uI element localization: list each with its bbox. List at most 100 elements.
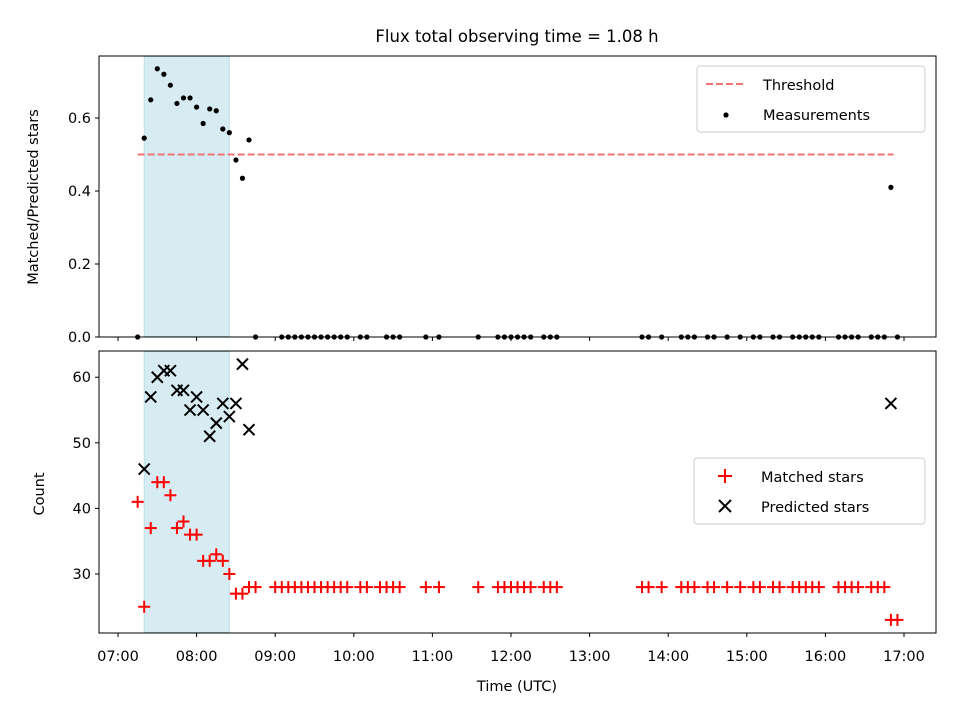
matched-star-point <box>812 581 825 594</box>
bottom-y-tick-label: 60 <box>73 370 91 386</box>
top-y-tick-label: 0.0 <box>68 330 91 346</box>
matched-star-point <box>891 613 904 626</box>
bottom-x-tick-label: 16:00 <box>805 649 847 665</box>
predicted-star-point <box>884 397 898 410</box>
measurement-point <box>180 95 187 101</box>
matched-star-point <box>688 581 701 594</box>
legend-threshold-label: Threshold <box>762 78 834 94</box>
matched-star-point <box>203 554 216 567</box>
legend-predicted-swatch <box>718 499 732 513</box>
top-x-ticks <box>117 337 905 341</box>
measurement-point <box>187 95 193 101</box>
matched-star-point <box>170 522 183 535</box>
measurement-point <box>200 120 206 127</box>
matched-star-point <box>157 476 170 489</box>
matched-star-point <box>144 522 157 535</box>
matched-star-point <box>655 581 668 594</box>
measurement-point <box>161 71 167 77</box>
predicted-star-point <box>216 397 230 410</box>
measurement-point <box>167 82 173 88</box>
top-y-tick-label: 0.2 <box>68 257 91 273</box>
measurement-point <box>194 104 200 110</box>
bottom-x-tick-label: 14:00 <box>647 649 689 665</box>
bottom-x-tick-label: 13:00 <box>569 649 611 665</box>
bottom-x-tick-label: 08:00 <box>176 649 218 665</box>
measurement-point <box>226 130 232 136</box>
bottom-legend: Matched stars Predicted stars <box>693 457 926 525</box>
matched-star-point <box>164 489 177 502</box>
matched-star-point <box>550 581 563 594</box>
legend-matched-swatch <box>718 469 732 483</box>
predicted-stars-points <box>137 357 898 476</box>
matched-star-point <box>223 567 236 580</box>
matched-star-point <box>249 581 262 594</box>
matched-star-point <box>878 581 891 594</box>
matched-star-point <box>177 515 190 528</box>
measurement-point <box>207 106 213 112</box>
matched-star-point <box>734 581 747 594</box>
top-highlight-span <box>143 56 230 337</box>
top-legend: Threshold Measurements <box>696 65 926 133</box>
bottom-x-tick-label: 11:00 <box>412 649 454 665</box>
bottom-legend-box <box>693 457 926 525</box>
bottom-y-tick-label: 40 <box>73 501 91 517</box>
matched-star-point <box>753 581 766 594</box>
bottom-x-tick-label: 07:00 <box>97 649 139 665</box>
measurement-point <box>141 135 147 141</box>
legend-measurement-swatch <box>723 112 729 118</box>
bottom-panel: 30 40 50 60 07:00 08:00 09:00 10:00 11:00 12:00 1… <box>32 350 937 695</box>
bottom-x-tick-label: 17:00 <box>883 649 925 665</box>
matched-star-point <box>236 587 249 600</box>
top-y-ticks: 0.0 0.2 0.4 0.6 <box>68 111 99 346</box>
top-legend-box <box>696 65 926 133</box>
predicted-star-point <box>223 410 236 423</box>
predicted-star-point <box>242 423 256 436</box>
measurement-points <box>135 66 901 340</box>
bottom-x-tick-label: 10:00 <box>333 649 375 665</box>
bottom-y-tick-label: 50 <box>73 436 91 452</box>
predicted-star-point <box>190 390 203 404</box>
predicted-star-point <box>164 364 177 377</box>
matched-star-point <box>393 581 406 594</box>
bottom-axes-frame <box>98 350 937 634</box>
matched-star-point <box>432 581 445 594</box>
top-y-tick-label: 0.4 <box>68 184 91 200</box>
predicted-star-point <box>196 403 210 417</box>
matched-star-point <box>773 581 786 594</box>
matched-star-point <box>642 581 655 594</box>
predicted-star-point <box>183 403 197 417</box>
measurement-point <box>220 126 226 132</box>
bottom-x-tick-label: 15:00 <box>726 649 768 665</box>
bottom-highlight-span <box>143 351 230 633</box>
matched-star-point <box>138 600 151 613</box>
measurement-point <box>148 97 154 103</box>
predicted-star-point <box>203 430 216 443</box>
predicted-star-point <box>144 390 157 404</box>
top-axes-frame <box>98 55 937 338</box>
predicted-star-point <box>210 416 223 430</box>
legend-measurement-label: Measurements <box>763 108 870 124</box>
top-panel: 0.0 0.2 0.4 0.6 Matched/Predicted stars Thr… <box>26 55 937 346</box>
matched-star-point <box>360 581 373 594</box>
matched-star-point <box>419 581 432 594</box>
predicted-star-point <box>236 357 249 371</box>
matched-star-point <box>721 581 734 594</box>
matched-star-point <box>524 581 537 594</box>
bottom-x-tick-label: 12:00 <box>490 649 532 665</box>
measurement-point <box>233 157 239 163</box>
matched-star-point <box>210 548 223 561</box>
bottom-y-tick-label: 30 <box>73 567 91 583</box>
top-y-tick-label: 0.6 <box>68 111 91 127</box>
measurement-point <box>213 108 219 114</box>
bottom-y-axis-label: Count <box>32 472 48 515</box>
bottom-x-ticks: 07:00 08:00 09:00 10:00 11:00 12:00 13:00 14:00… <box>97 633 925 665</box>
measurement-point <box>888 184 894 190</box>
matched-stars-points <box>131 476 904 626</box>
predicted-star-point <box>137 462 151 476</box>
bottom-x-tick-label: 09:00 <box>254 649 296 665</box>
measurement-point <box>174 100 180 107</box>
predicted-star-point <box>177 384 190 397</box>
top-y-axis-label: Matched/Predicted stars <box>26 109 42 285</box>
predicted-star-point <box>229 397 243 410</box>
